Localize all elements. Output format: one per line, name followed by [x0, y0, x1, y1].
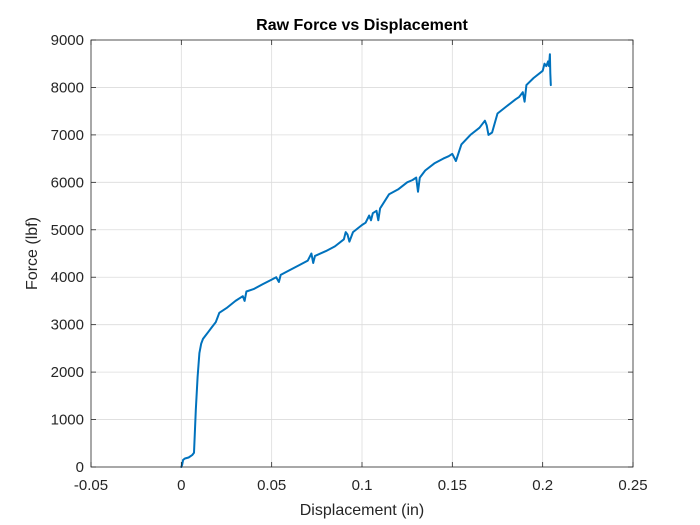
grid-layer [91, 40, 633, 467]
x-tick-labels: -0.05 0 0.05 0.1 0.15 0.2 0.25 [74, 477, 648, 494]
y-axis-label: Force (lbf) [24, 217, 41, 290]
y-tick-label: 0 [76, 459, 84, 476]
y-tick-label: 7000 [51, 127, 84, 144]
y-tick-label: 1000 [51, 412, 84, 429]
series-line [180, 53, 552, 468]
y-tick-label: 2000 [51, 364, 84, 381]
y-tick-label: 9000 [51, 32, 84, 49]
y-tick-labels: 0 1000 2000 3000 4000 5000 6000 7000 8000 9000 [51, 32, 84, 476]
ticks-layer [90, 39, 634, 468]
x-tick-label: 0.05 [257, 477, 286, 494]
series-layer [180, 53, 552, 468]
x-tick-label: 0.15 [438, 477, 467, 494]
x-tick-label: 0.1 [352, 477, 373, 494]
y-tick-label: 3000 [51, 317, 84, 334]
x-axis-label: Displacement (in) [300, 502, 424, 519]
y-tick-label: 5000 [51, 222, 84, 239]
y-tick-label: 4000 [51, 269, 84, 286]
y-tick-label: 8000 [51, 79, 84, 96]
x-tick-label: 0.25 [618, 477, 647, 494]
x-tick-label: 0 [177, 477, 185, 494]
x-tick-label: -0.05 [74, 477, 108, 494]
x-tick-label: 0.2 [532, 477, 553, 494]
chart-title: Raw Force vs Displacement [256, 17, 468, 34]
y-tick-label: 6000 [51, 174, 84, 191]
